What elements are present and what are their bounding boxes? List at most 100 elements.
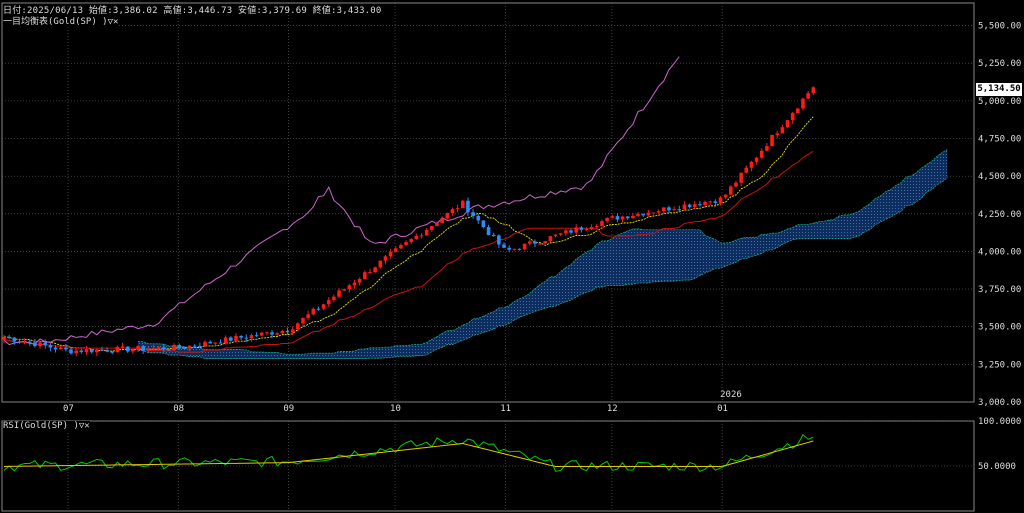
x-tick-label: 09 [283, 404, 294, 414]
candle-body [780, 127, 785, 134]
candle-body [131, 349, 135, 352]
candle-body [558, 233, 563, 235]
candle-body [208, 341, 212, 344]
candle-body [53, 347, 58, 350]
candle-body [84, 349, 89, 353]
candle-body [481, 220, 486, 228]
candle-body [564, 230, 568, 234]
candle-body [311, 308, 316, 315]
candle-body [486, 227, 491, 236]
candle-body [192, 345, 197, 347]
candle-body [409, 239, 414, 243]
candle-body [378, 260, 383, 268]
candle-body [249, 335, 254, 339]
candle-body [296, 323, 300, 330]
y-tick-label: 3,750.00 [978, 285, 1021, 295]
candle-body [22, 341, 27, 343]
year-label: 2026 [720, 390, 742, 400]
candle-body [522, 243, 527, 250]
candle-body [806, 93, 810, 99]
candle-body [790, 113, 795, 121]
candle-body [435, 223, 439, 227]
candle-body [801, 98, 805, 109]
candle-body [703, 201, 707, 206]
y-tick-label: 5,500.00 [978, 22, 1021, 32]
rsi-signal-line [3, 440, 814, 467]
candle-body [290, 329, 295, 333]
candle-body [796, 108, 800, 114]
candle-body [594, 225, 599, 228]
x-tick-label: 12 [607, 404, 618, 414]
candle-body [234, 336, 238, 341]
candle-body [512, 248, 517, 250]
candle-body [770, 134, 774, 147]
candle-body [48, 345, 53, 348]
candle-body [754, 157, 759, 162]
candle-body [2, 336, 6, 340]
candle-body [357, 278, 362, 283]
candle-body [631, 215, 635, 219]
candle-body [497, 235, 501, 245]
candle-body [445, 213, 450, 219]
candle-body [600, 221, 604, 226]
y-tick-label: 3,250.00 [978, 360, 1021, 370]
candle-body [610, 216, 615, 218]
candle-body [424, 229, 429, 236]
candle-body [543, 241, 548, 244]
candle-body [58, 347, 63, 350]
candle-body [538, 243, 542, 245]
candle-body [605, 217, 609, 222]
candle-body [301, 317, 305, 324]
ichimoku-indicator-label[interactable]: 一目均衡表(Gold(SP) )▽✕ [3, 14, 119, 27]
candle-body [739, 172, 743, 183]
candle-body [723, 194, 728, 198]
candle-body [455, 208, 460, 210]
candle-body [414, 235, 419, 240]
candle-body [244, 337, 249, 339]
candle-body [94, 349, 99, 353]
candle-body [615, 216, 620, 220]
candle-body [69, 349, 73, 354]
candle-body [744, 167, 749, 173]
y-tick-label: 4,000.00 [978, 247, 1021, 257]
candle-body [373, 267, 377, 273]
candle-body [280, 331, 285, 334]
candle-body [553, 234, 558, 237]
candle-body [491, 235, 496, 237]
candle-body [332, 296, 336, 301]
candle-body [120, 346, 125, 348]
candle-body [440, 218, 444, 224]
candle-body [625, 216, 630, 219]
rsi-indicator-label[interactable]: RSI(Gold(SP) )▽✕ [3, 421, 90, 431]
candle-body [161, 347, 166, 350]
y-tick-label: 5,000.00 [978, 97, 1021, 107]
candle-body [259, 332, 264, 336]
candle-body [507, 247, 511, 250]
candle-body [574, 227, 578, 233]
candle-body [146, 349, 151, 351]
candle-body [306, 314, 310, 318]
candle-body [17, 341, 22, 343]
candle-body [399, 245, 403, 249]
candle-body [667, 207, 671, 211]
candle-body [285, 331, 290, 333]
candle-body [641, 213, 645, 216]
candle-body [239, 336, 243, 338]
candle-body [687, 204, 692, 208]
y-tick-label: 5,250.00 [978, 59, 1021, 69]
candle-body [419, 235, 424, 237]
candle-body [811, 87, 816, 94]
candle-body [672, 209, 676, 211]
candle-body [636, 213, 640, 216]
candle-body [74, 350, 78, 354]
candle-body [270, 332, 274, 335]
candle-body [388, 251, 393, 257]
candle-body [775, 133, 780, 135]
candle-body [156, 347, 161, 349]
rsi-line [3, 433, 814, 472]
candle-body [110, 351, 115, 353]
candle-body [734, 182, 738, 187]
x-tick-label: 08 [173, 404, 184, 414]
candle-body [321, 304, 326, 309]
